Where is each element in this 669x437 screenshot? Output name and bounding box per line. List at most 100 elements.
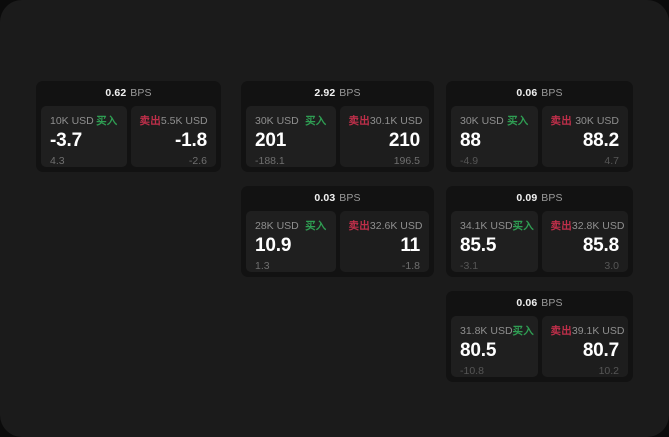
buy-side[interactable]: 10K USD 买入 -3.7 4.3 [41,106,127,167]
quote-card[interactable]: 0.62 BPS 10K USD 买入 -3.7 4.3 卖出 5.5K USD [36,81,221,172]
sell-tag: 卖出 [550,220,572,232]
card-header: 0.03 BPS [241,186,434,211]
buy-quantity: 34.1K USD [460,219,513,232]
buy-side-header: 10K USD 买入 [50,114,118,128]
bps-value: 2.92 [314,87,336,100]
buy-side-header: 28K USD 买入 [255,219,327,233]
bps-unit: BPS [339,87,361,100]
bps-unit: BPS [130,87,152,100]
card-header: 0.62 BPS [36,81,221,106]
sell-quantity: 30K USD [575,114,619,127]
sell-side-header: 卖出 32.8K USD [550,219,625,233]
sell-price: 210 [388,130,420,151]
buy-price: 88 [460,130,481,151]
card-sides: 31.8K USD 买入 80.5 -10.8 卖出 39.1K USD 80.… [451,316,628,377]
card-header: 0.06 BPS [446,81,633,106]
sell-side-header: 卖出 30.1K USD [348,114,423,128]
buy-tag: 买入 [96,115,118,127]
sell-tag: 卖出 [348,115,370,127]
sell-side-header: 卖出 39.1K USD [550,324,625,338]
bps-unit: BPS [541,192,563,205]
sell-price: 85.8 [582,235,619,256]
sell-tag: 卖出 [550,325,572,337]
buy-delta: 4.3 [50,155,65,167]
sell-tag: 卖出 [348,220,370,232]
bps-unit: BPS [541,87,563,100]
quote-card[interactable]: 0.06 BPS 30K USD 买入 88 -4.9 卖出 30K USD [446,81,633,172]
buy-side-header: 34.1K USD 买入 [460,219,534,233]
buy-tag: 买入 [507,115,529,127]
buy-side-header: 31.8K USD 买入 [460,324,534,338]
sell-delta: 4.7 [604,155,619,167]
sell-side[interactable]: 卖出 30.1K USD 210 196.5 [339,106,429,167]
sell-quantity: 32.8K USD [571,219,625,232]
buy-price: 10.9 [255,235,292,256]
buy-quantity: 28K USD [255,219,299,232]
bps-unit: BPS [339,192,361,205]
buy-tag: 买入 [512,220,534,232]
bps-value: 0.03 [314,192,336,205]
sell-price: 11 [400,235,420,256]
sell-side-header: 卖出 30K USD [550,114,620,128]
sell-delta: 10.2 [598,365,619,377]
sell-price: 88.2 [582,130,619,151]
sell-side[interactable]: 卖出 32.8K USD 85.8 3.0 [541,211,628,272]
sell-quantity: 32.6K USD [369,219,423,232]
buy-price: -3.7 [50,130,82,151]
buy-delta: 1.3 [255,260,270,272]
bps-unit: BPS [541,297,563,310]
buy-side-header: 30K USD 买入 [460,114,529,128]
buy-side[interactable]: 28K USD 买入 10.9 1.3 [246,211,336,272]
card-sides: 28K USD 买入 10.9 1.3 卖出 32.6K USD 11 -1.8 [246,211,429,272]
sell-quantity: 5.5K USD [160,114,208,127]
buy-quantity: 31.8K USD [460,324,513,337]
sell-tag: 卖出 [550,115,572,127]
sell-side[interactable]: 卖出 32.6K USD 11 -1.8 [339,211,429,272]
buy-delta: -3.1 [460,260,479,272]
sell-delta: -1.8 [401,260,420,272]
sell-side[interactable]: 卖出 39.1K USD 80.7 10.2 [541,316,628,377]
card-header: 2.92 BPS [241,81,434,106]
quote-card[interactable]: 0.09 BPS 34.1K USD 买入 85.5 -3.1 卖出 32.8K… [446,186,633,277]
buy-price: 85.5 [460,235,497,256]
buy-quantity: 30K USD [460,114,504,127]
buy-quantity: 30K USD [255,114,299,127]
buy-delta: -188.1 [255,155,285,167]
sell-side[interactable]: 卖出 5.5K USD -1.8 -2.6 [130,106,216,167]
sell-quantity: 39.1K USD [571,324,625,337]
quote-card[interactable]: 2.92 BPS 30K USD 买入 201 -188.1 卖出 30.1K … [241,81,434,172]
bps-value: 0.06 [516,87,538,100]
buy-side[interactable]: 34.1K USD 买入 85.5 -3.1 [451,211,538,272]
sell-delta: 3.0 [604,260,619,272]
buy-price: 80.5 [460,340,497,361]
quote-card[interactable]: 0.03 BPS 28K USD 买入 10.9 1.3 卖出 32.6K US… [241,186,434,277]
buy-price: 201 [255,130,287,151]
buy-tag: 买入 [305,115,327,127]
buy-side[interactable]: 31.8K USD 买入 80.5 -10.8 [451,316,538,377]
card-header: 0.09 BPS [446,186,633,211]
sell-side[interactable]: 卖出 30K USD 88.2 4.7 [541,106,628,167]
buy-quantity: 10K USD [50,114,94,127]
sell-delta: 196.5 [393,155,420,167]
card-sides: 30K USD 买入 201 -188.1 卖出 30.1K USD 210 1… [246,106,429,167]
sell-price: 80.7 [582,340,619,361]
sell-price: -1.8 [175,130,207,151]
sell-quantity: 30.1K USD [369,114,423,127]
bps-value: 0.62 [105,87,127,100]
bps-value: 0.06 [516,297,538,310]
quote-card[interactable]: 0.06 BPS 31.8K USD 买入 80.5 -10.8 卖出 39.1… [446,291,633,382]
buy-tag: 买入 [512,325,534,337]
sell-delta: -2.6 [188,155,207,167]
buy-tag: 买入 [305,220,327,232]
buy-side-header: 30K USD 买入 [255,114,327,128]
buy-delta: -10.8 [460,365,484,377]
buy-side[interactable]: 30K USD 买入 201 -188.1 [246,106,336,167]
card-header: 0.06 BPS [446,291,633,316]
sell-side-header: 卖出 32.6K USD [348,219,423,233]
sell-side-header: 卖出 5.5K USD [139,114,208,128]
card-sides: 34.1K USD 买入 85.5 -3.1 卖出 32.8K USD 85.8… [451,211,628,272]
buy-delta: -4.9 [460,155,479,167]
sell-tag: 卖出 [139,115,161,127]
buy-side[interactable]: 30K USD 买入 88 -4.9 [451,106,538,167]
